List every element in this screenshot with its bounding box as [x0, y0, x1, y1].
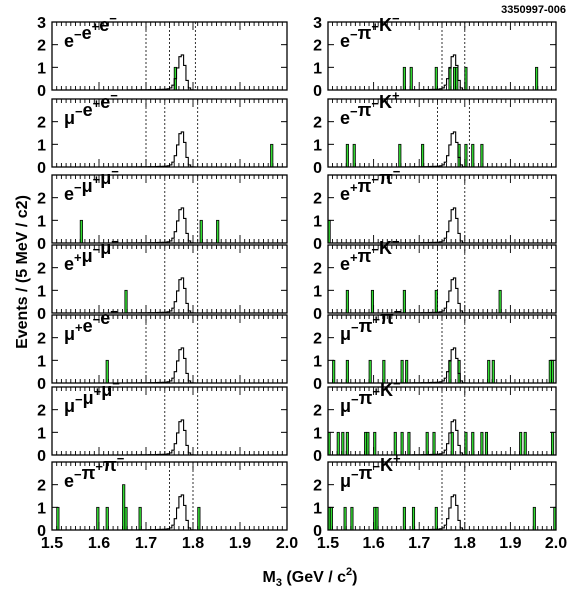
y-tick-label-panel-6: 0	[37, 523, 46, 540]
channel-label-13: μ−π−K+	[340, 451, 401, 491]
channel-label-9: e+π−π−	[340, 164, 401, 204]
signal-curve-panel-5	[127, 419, 224, 456]
x-tick-label-panel-6: 1.8	[182, 535, 204, 552]
y-tick-label-panel-13: 1	[313, 500, 322, 517]
channel-label-2: e−μ+μ−	[64, 164, 119, 204]
channel-label-0: e−e+e−	[64, 11, 117, 51]
channel-label-12: μ−π+K−	[340, 376, 401, 416]
x-tick-label-panel-13: 1.7	[408, 535, 430, 552]
y-tick-label-panel-3: 2	[37, 261, 46, 278]
signal-curve-panel-3	[127, 277, 224, 314]
y-tick-label-panel-0: 1	[37, 60, 46, 77]
channel-label-1: μ−e+e−	[64, 88, 118, 128]
x-tick-label-panel-13: 2.0	[545, 535, 567, 552]
y-tick-label-panel-7: 1	[313, 60, 322, 77]
channel-label-4: μ+e−e−	[64, 304, 118, 344]
y-tick-label-panel-3: 0	[37, 306, 46, 323]
y-tick-label-panel-10: 1	[313, 283, 322, 300]
channel-label-3: e+μ−μ−	[64, 234, 119, 274]
y-tick-label-panel-2: 2	[37, 191, 46, 208]
y-tick-label-panel-7: 3	[313, 15, 322, 32]
x-tick-label-panel-13: 1.9	[499, 535, 521, 552]
y-tick-label-panel-1: 0	[37, 160, 46, 177]
channel-label-8: e−π−K+	[340, 88, 400, 128]
y-tick-label-panel-7: 0	[313, 83, 322, 100]
y-tick-label-panel-4: 1	[37, 353, 46, 370]
y-tick-label-panel-4: 0	[37, 376, 46, 393]
y-tick-label-panel-8: 1	[313, 137, 322, 154]
y-tick-label-panel-9: 0	[313, 236, 322, 253]
y-tick-label-panel-11: 1	[313, 353, 322, 370]
x-tick-label-panel-6: 1.9	[229, 535, 251, 552]
y-tick-label-panel-0: 2	[37, 38, 46, 55]
y-tick-label-panel-11: 0	[313, 376, 322, 393]
y-tick-label-panel-6: 2	[37, 478, 46, 495]
x-tick-label-panel-6: 1.6	[88, 535, 110, 552]
y-tick-label-panel-12: 2	[313, 403, 322, 420]
channel-label-6: e−π+π−	[64, 451, 125, 491]
y-tick-label-panel-4: 2	[37, 331, 46, 348]
y-tick-label-panel-9: 2	[313, 191, 322, 208]
channel-label-10: e+π−K−	[340, 234, 400, 274]
y-tick-label-panel-10: 2	[313, 261, 322, 278]
y-tick-label-panel-10: 0	[313, 306, 322, 323]
signal-curve-panel-1	[127, 131, 224, 168]
y-tick-label-panel-12: 1	[313, 425, 322, 442]
channel-label-11: μ−π+π−	[340, 304, 402, 344]
signal-curve-panel-2	[127, 207, 224, 244]
y-tick-label-panel-9: 1	[313, 213, 322, 230]
y-tick-label-panel-8: 0	[313, 160, 322, 177]
x-tick-label-panel-6: 1.5	[41, 535, 63, 552]
channel-label-5: μ−μ+μ−	[64, 376, 120, 416]
y-tick-label-panel-1: 1	[37, 137, 46, 154]
x-tick-label-panel-13: 1.5	[317, 535, 339, 552]
channel-label-7: e−π+K−	[340, 11, 400, 51]
x-tick-label-panel-13: 1.6	[362, 535, 384, 552]
y-tick-label-panel-6: 1	[37, 500, 46, 517]
signal-curve-panel-9	[400, 207, 495, 244]
y-tick-label-panel-3: 1	[37, 283, 46, 300]
y-tick-label-panel-2: 1	[37, 213, 46, 230]
y-tick-label-panel-13: 0	[313, 523, 322, 540]
y-tick-label-panel-13: 2	[313, 478, 322, 495]
y-tick-label-panel-7: 2	[313, 38, 322, 55]
y-tick-label-panel-5: 0	[37, 448, 46, 465]
signal-curve-panel-4	[127, 347, 224, 384]
y-tick-label-panel-5: 2	[37, 403, 46, 420]
y-tick-label-panel-5: 1	[37, 425, 46, 442]
signal-curve-panel-10	[400, 277, 495, 314]
y-tick-label-panel-12: 0	[313, 448, 322, 465]
y-tick-label-panel-8: 2	[313, 115, 322, 132]
y-tick-label-panel-0: 3	[37, 15, 46, 32]
signal-curve-panel-7	[400, 54, 495, 91]
y-tick-label-panel-1: 2	[37, 115, 46, 132]
y-tick-label-panel-11: 2	[313, 331, 322, 348]
y-tick-label-panel-0: 0	[37, 83, 46, 100]
x-axis-label: M3 (GeV / c2)	[263, 566, 358, 589]
figure-id: 3350997-006	[501, 4, 566, 16]
x-tick-label-panel-13: 1.8	[454, 535, 476, 552]
signal-curve-panel-11	[400, 347, 495, 384]
x-tick-label-panel-6: 1.7	[135, 535, 157, 552]
y-axis-label: Events / (5 MeV / c2)	[14, 195, 31, 349]
panels-layer: 0 1 2 3 e−e+e− 0 1 2 μ−e+e− 0 1 2 e−μ+μ− 0 1 2 e+μ−μ− 0 1 2…	[37, 11, 567, 552]
y-tick-label-panel-2: 0	[37, 236, 46, 253]
x-tick-label-panel-6: 2.0	[276, 535, 298, 552]
